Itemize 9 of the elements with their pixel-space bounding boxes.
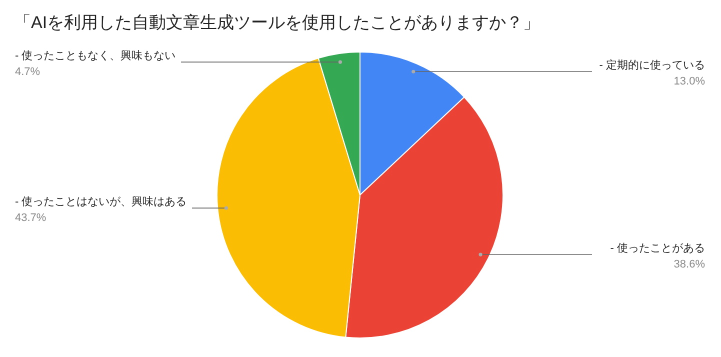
data-label: 38.6% bbox=[674, 258, 706, 271]
slice-label: - 使ったこともなく、興味もない bbox=[15, 49, 176, 62]
slice-label: - 定期的に使っている bbox=[599, 58, 705, 72]
chart-title: 「AIを利用した自動文章生成ツールを使用したことがありますか？」 bbox=[14, 13, 540, 32]
slice-label: - 使ったことがある bbox=[610, 242, 705, 255]
slice-label: - 使ったことはないが、興味はある bbox=[15, 195, 187, 208]
data-label: 4.7% bbox=[15, 66, 40, 78]
data-label: 43.7% bbox=[15, 212, 46, 224]
data-label: 13.0% bbox=[674, 76, 706, 88]
